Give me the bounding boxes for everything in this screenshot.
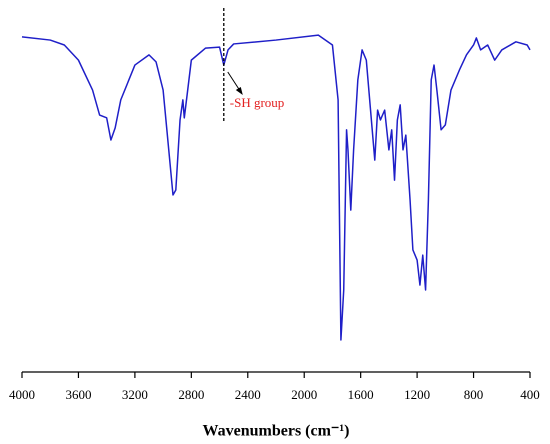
x-tick-label: 2800 <box>178 387 204 402</box>
x-tick-label: 800 <box>464 387 484 402</box>
x-tick-label: 400 <box>520 387 540 402</box>
x-tick-label: 1600 <box>348 387 374 402</box>
x-tick-label: 3200 <box>122 387 148 402</box>
x-tick-label: 3600 <box>65 387 91 402</box>
spectrum-line <box>21 34 531 341</box>
x-tick-label: 4000 <box>9 387 35 402</box>
annotation-text: -SH group <box>230 95 285 110</box>
x-axis-title: Wavenumbers (cm⁻¹) <box>203 423 350 440</box>
x-tick-label: 2000 <box>291 387 317 402</box>
x-tick-label: 2400 <box>235 387 261 402</box>
annotation-arrowhead <box>235 87 243 95</box>
x-tick-label: 1200 <box>404 387 430 402</box>
